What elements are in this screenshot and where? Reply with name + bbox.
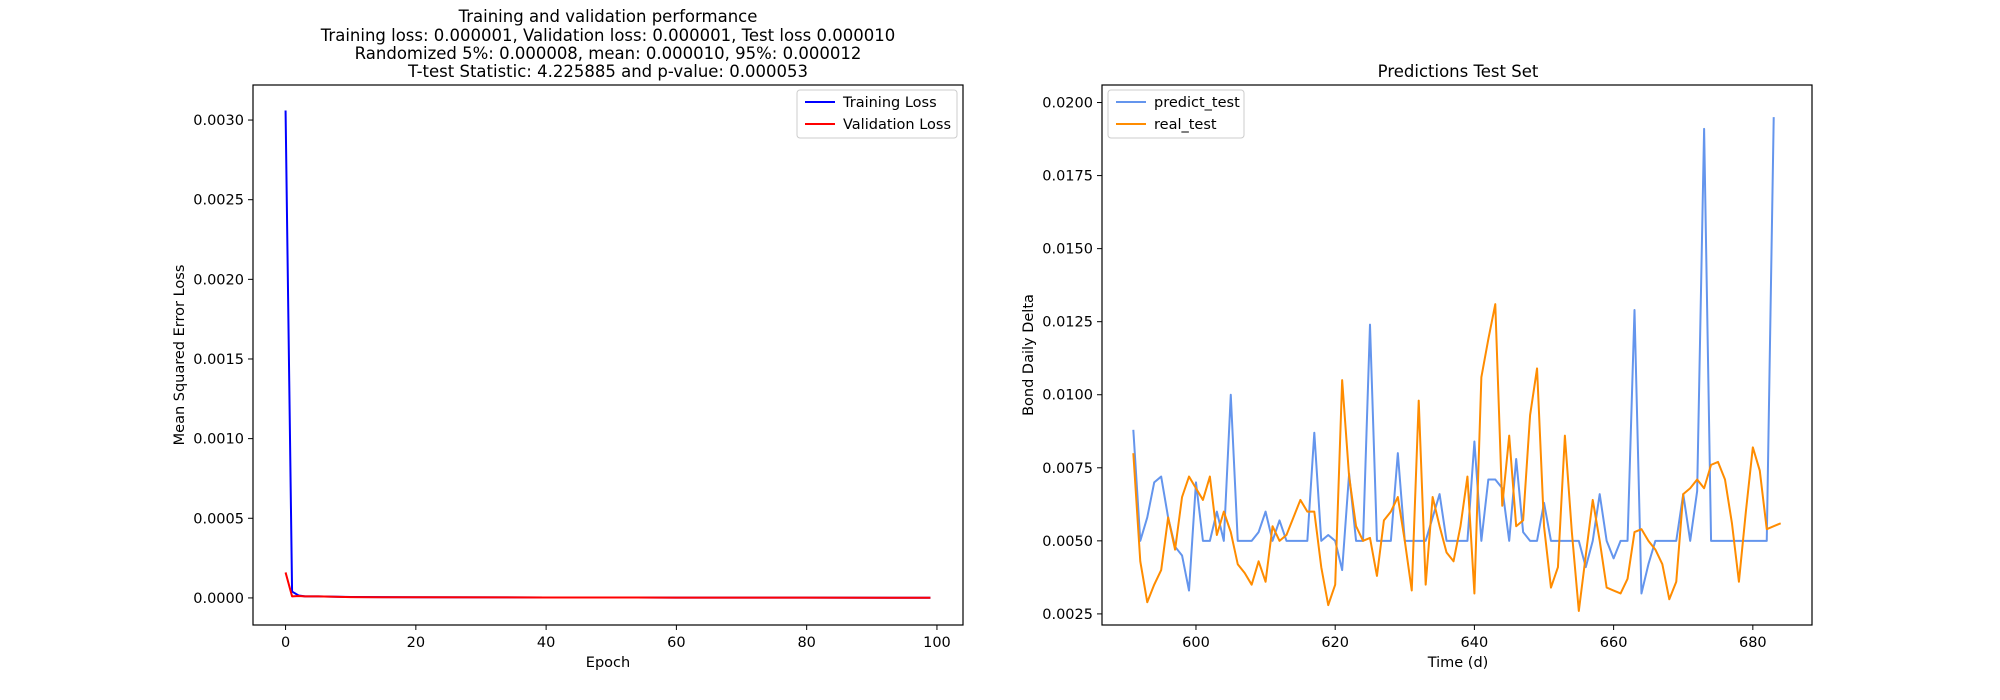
loss-y-tick-label-3: 0.0015 bbox=[193, 352, 244, 368]
loss-x-tick-label-0: 0 bbox=[281, 635, 290, 651]
loss-x-tick-label-2: 40 bbox=[537, 635, 555, 651]
loss-x-tick-label-4: 80 bbox=[797, 635, 815, 651]
loss-y-tick-label-2: 0.0010 bbox=[193, 432, 244, 448]
pred-y-tick-label-4: 0.0125 bbox=[1042, 315, 1093, 331]
loss-chart-title-line-2: Training loss: 0.000001, Validation loss… bbox=[320, 26, 895, 45]
pred-y-tick-label-5: 0.0150 bbox=[1042, 242, 1093, 258]
loss-chart-title-line-1: Training and validation performance bbox=[458, 7, 758, 26]
pred-x-tick-label-0: 600 bbox=[1182, 635, 1210, 651]
loss-x-tick-label-3: 60 bbox=[667, 635, 685, 651]
predictions-chart-ticks: 600 620 640 660 680 0.0025 0.0050 0.0075 0.0100 0… bbox=[1042, 96, 1766, 651]
loss-chart-title-line-4: T-test Statistic: 4.225885 and p-value: … bbox=[407, 62, 808, 81]
series-line-real-test bbox=[1132, 303, 1782, 612]
loss-y-tick-label-4: 0.0020 bbox=[193, 272, 244, 288]
pred-x-tick-label-1: 620 bbox=[1321, 635, 1349, 651]
loss-y-tick-label-1: 0.0005 bbox=[193, 511, 244, 527]
loss-chart-x-axis-label: Epoch bbox=[586, 655, 630, 671]
predictions-chart-frame bbox=[1101, 84, 1813, 626]
loss-chart-plot-area bbox=[284, 110, 931, 599]
pred-x-tick-label-4: 680 bbox=[1739, 635, 1767, 651]
predictions-chart-title: Predictions Test Set bbox=[1378, 62, 1539, 81]
loss-chart-title-line-3: Randomized 5%: 0.000008, mean: 0.000010,… bbox=[355, 44, 862, 63]
predictions-chart-x-axis-label: Time (d) bbox=[1427, 655, 1489, 671]
series-line-validation-loss bbox=[284, 572, 931, 599]
loss-chart: Training and validation performance Trai… bbox=[172, 7, 964, 671]
loss-x-tick-label-5: 100 bbox=[923, 635, 951, 651]
legend-label-predict-test: predict_test bbox=[1154, 95, 1240, 111]
loss-chart-legend: Training Loss Validation Loss bbox=[796, 89, 958, 139]
predictions-chart: Predictions Test Set 600 620 640 660 680 0.00… bbox=[1021, 62, 1813, 671]
loss-chart-frame bbox=[252, 84, 964, 626]
pred-x-tick-label-3: 660 bbox=[1600, 635, 1628, 651]
pred-y-tick-label-6: 0.0175 bbox=[1042, 169, 1093, 185]
pred-y-tick-label-3: 0.0100 bbox=[1042, 388, 1093, 404]
legend-label-real-test: real_test bbox=[1154, 117, 1217, 133]
predictions-chart-y-axis-label: Bond Daily Delta bbox=[1021, 294, 1037, 416]
loss-y-tick-label-5: 0.0025 bbox=[193, 193, 244, 209]
loss-chart-legend-box bbox=[796, 89, 958, 139]
pred-x-tick-label-2: 640 bbox=[1461, 635, 1489, 651]
legend-label-validation-loss: Validation Loss bbox=[843, 117, 951, 133]
pred-y-tick-label-0: 0.0025 bbox=[1042, 607, 1093, 623]
loss-chart-ticks: 0 20 40 60 80 100 0.0000 0.0005 0.0010 0.0015 0.00… bbox=[193, 113, 951, 651]
loss-x-tick-label-1: 20 bbox=[407, 635, 425, 651]
pred-y-tick-label-7: 0.0200 bbox=[1042, 96, 1093, 112]
predictions-chart-plot-area bbox=[1132, 117, 1782, 612]
loss-y-tick-label-6: 0.0030 bbox=[193, 113, 244, 129]
loss-y-tick-label-0: 0.0000 bbox=[193, 591, 244, 607]
pred-y-tick-label-1: 0.0050 bbox=[1042, 534, 1093, 550]
loss-chart-y-axis-label: Mean Squared Error Loss bbox=[172, 265, 188, 446]
series-line-predict-test bbox=[1132, 117, 1775, 595]
legend-label-training-loss: Training Loss bbox=[842, 95, 937, 111]
predictions-chart-legend: predict_test real_test bbox=[1107, 89, 1245, 139]
pred-y-tick-label-2: 0.0075 bbox=[1042, 461, 1093, 477]
